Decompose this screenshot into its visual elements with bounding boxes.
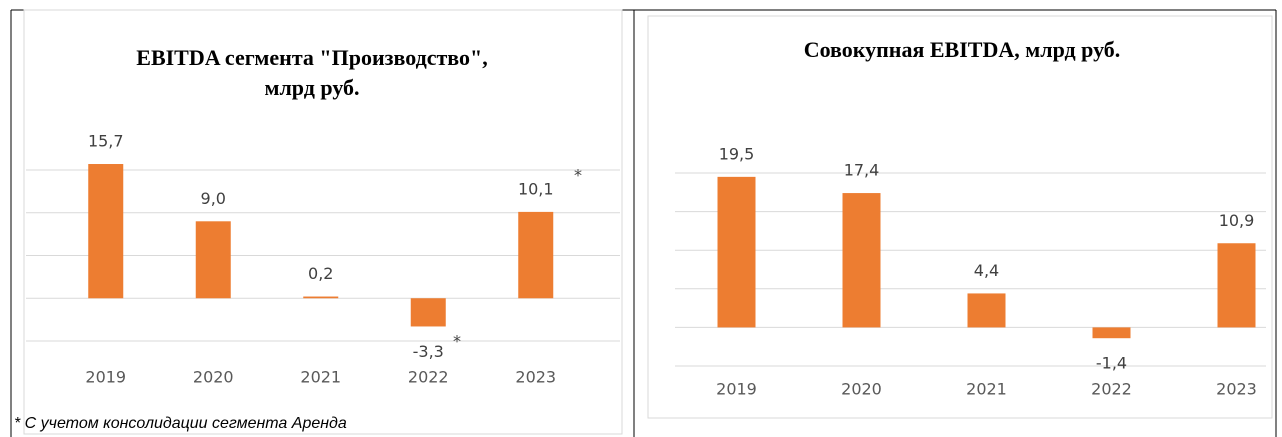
data-label: 0,2 [308,264,333,283]
data-label: -3,3 [413,342,444,361]
x-tick-label: 2022 [1091,380,1132,399]
x-tick-label: 2020 [841,380,882,399]
annotation: * [574,166,582,185]
bar [1217,243,1256,328]
data-label: 10,9 [1219,211,1255,230]
chart-title: EBITDA сегмента "Производство", [136,45,487,70]
chart-box [23,9,623,435]
chart-box [647,15,1273,419]
data-label: 4,4 [974,261,999,280]
x-tick-label: 2023 [1216,380,1257,399]
bar [303,296,339,299]
bar [717,176,756,328]
bar [1092,327,1131,339]
data-label: 19,5 [719,144,755,163]
bar [842,193,881,328]
data-label: 10,1 [518,179,554,198]
chart-title: Совокупная EBITDA, млрд руб. [804,37,1121,62]
x-tick-label: 2021 [300,368,341,387]
bar [195,221,231,299]
bar [410,298,446,327]
bar [88,164,124,299]
data-label: 17,4 [844,161,880,180]
chart-title: млрд руб. [264,75,359,100]
x-tick-label: 2022 [408,368,449,387]
x-tick-label: 2019 [85,368,126,387]
data-label: 9,0 [201,189,226,208]
data-label: 15,7 [88,132,124,151]
bar [967,293,1006,328]
x-tick-label: 2020 [193,368,234,387]
bar [518,211,554,299]
x-tick-label: 2019 [716,380,757,399]
x-tick-label: 2021 [966,380,1007,399]
data-label: -1,4 [1096,354,1127,373]
x-tick-label: 2023 [515,368,556,387]
footnote: * С учетом консолидации сегмента Аренда [14,415,347,432]
annotation: * [453,332,461,351]
